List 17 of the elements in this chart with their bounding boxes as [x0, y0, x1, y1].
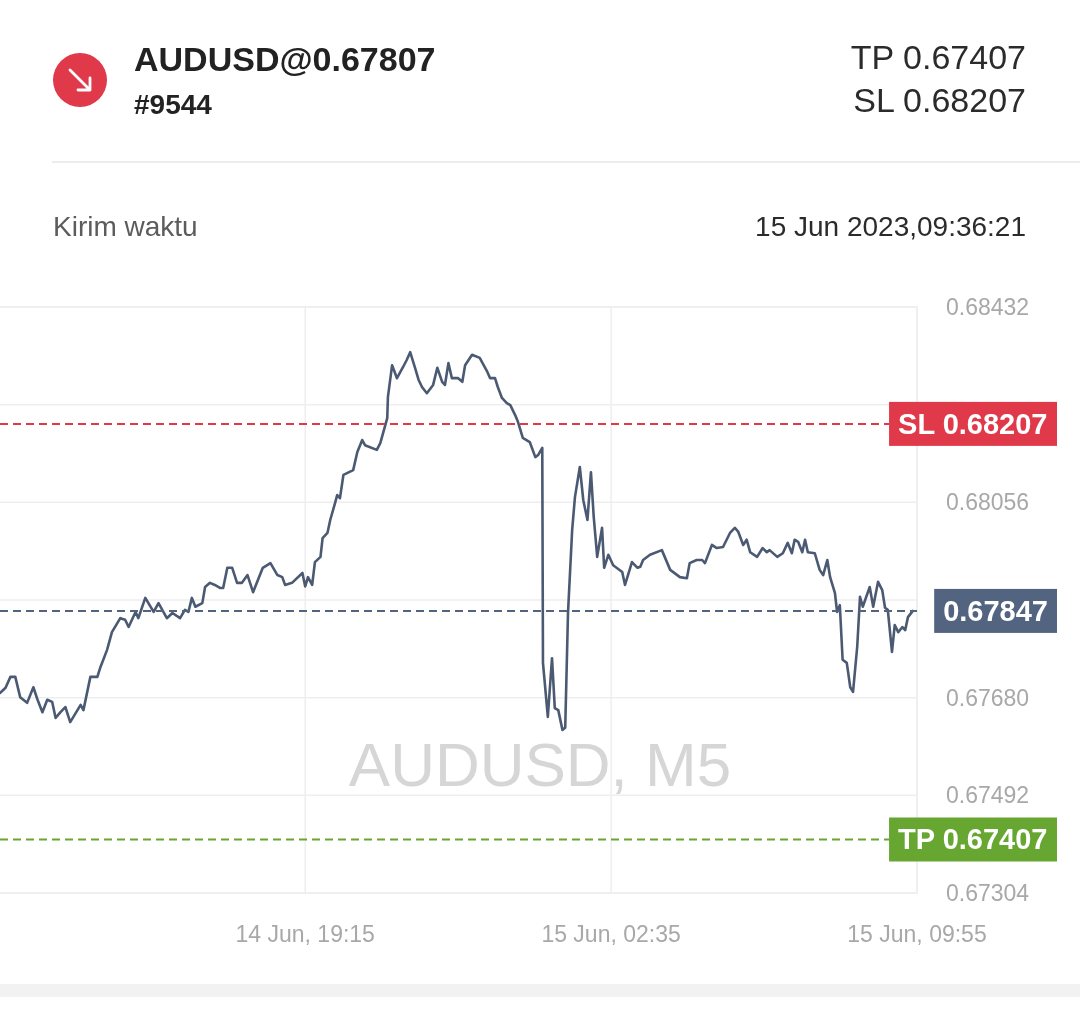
y-tick-label: 0.67304 [946, 880, 1030, 906]
text: Kirim waktu [53, 210, 198, 242]
x-tick-label: 14 Jun, 19:15 [235, 921, 375, 947]
y-tick-label: 0.68056 [946, 489, 1030, 516]
ref-line-label: 0.67847 [943, 594, 1048, 627]
text: 15 Jun 2023,09:36:21 [755, 210, 1026, 242]
y-tick-label: 0.67680 [946, 684, 1030, 711]
y-tick-label: 0.67492 [946, 782, 1030, 809]
x-tick-label: 15 Jun, 02:35 [541, 921, 681, 947]
ref-line-label: SL 0.68207 [898, 407, 1048, 440]
x-tick-label: 15 Jun, 09:55 [847, 921, 987, 947]
chart-subtitle: #9544 [134, 88, 213, 120]
y-tick-label: 0.68432 [946, 294, 1030, 320]
chart-title: AUDUSD@0.67807 [134, 40, 436, 78]
text: TP 0.67407 [850, 38, 1026, 76]
ref-line-label: TP 0.67407 [898, 823, 1048, 856]
text: SL 0.68207 [853, 81, 1026, 119]
